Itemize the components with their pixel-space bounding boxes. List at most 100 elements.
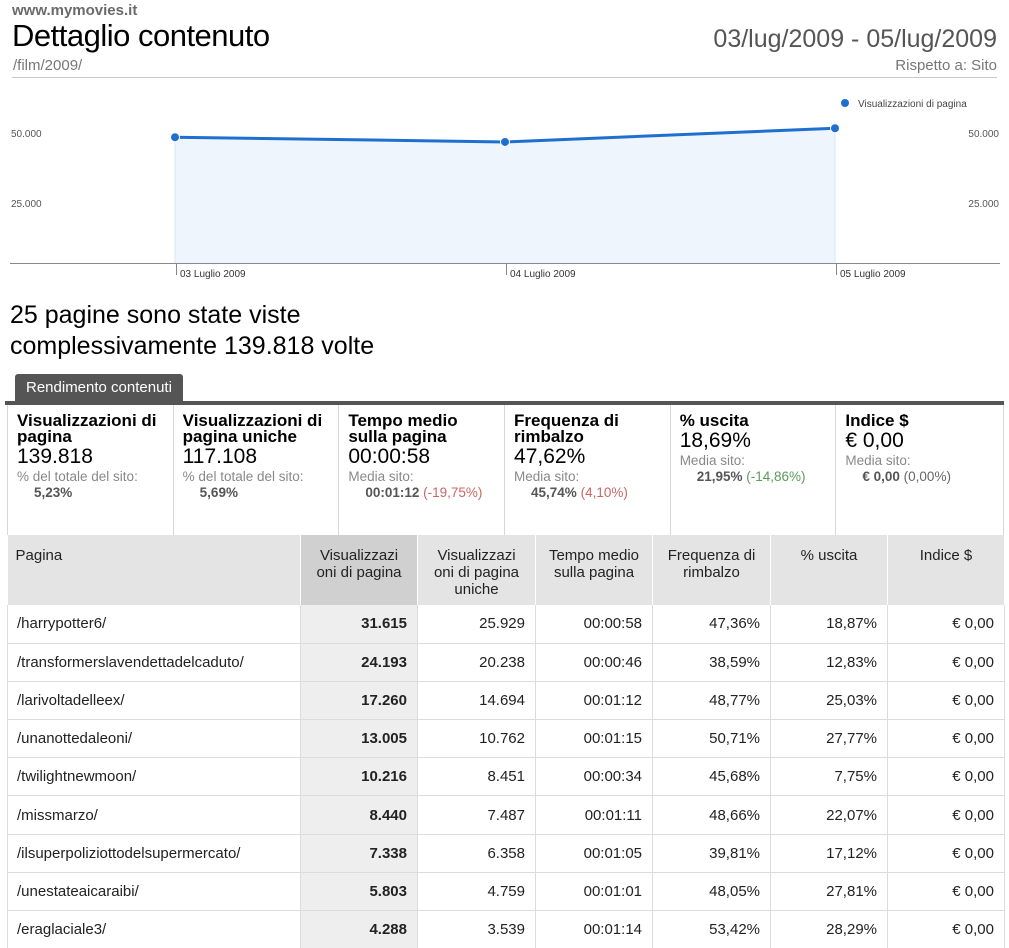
metric-value: 117.108 [182,445,258,468]
col-pageviews-cell: 8.440 [300,795,418,835]
y-tick-label-left: 50.000 [11,129,42,140]
table-row: /missmarzo/8.440 7.487 00:01:11 48,66% 22,07… [7,795,1005,835]
page-link[interactable]: /twilightnewmoon/ [7,757,301,797]
col-unique-pageviews-cell: 7.487 [417,795,536,835]
metric-value: 00:00:58 [348,445,431,468]
data-point [500,136,510,147]
col-pagina-header[interactable]: Pagina [7,535,301,605]
metric-value: € 0,00 [845,429,904,452]
metric-delta: (0,00%) [903,469,951,484]
metric-delta: (-19,75%) [423,485,483,500]
col-unique-pageviews-header[interactable]: Visualizzazi oni di pagina uniche [417,535,536,605]
table-row: /ilsuperpoliziottodelsupermercato/7.338 6… [7,834,1005,873]
metric-sub-value: 5,23% [17,485,165,501]
tab-rendimento-contenuti[interactable]: Rendimento contenuti [15,374,183,402]
col-unique-pageviews-cell: 10.762 [417,719,536,759]
pageviews-chart: 50.000 50.000 25.000 25.000 03 Luglio 2009 04… [10,99,1000,280]
col-index-cell: € 0,00 [887,834,1005,873]
col-index-cell: € 0,00 [887,605,1005,644]
page-link[interactable]: /missmarzo/ [7,795,301,835]
col-index-header[interactable]: Indice $ [887,535,1005,605]
metric-sub-value: 5,69% [183,485,331,501]
table-row: /twilightnewmoon/10.216 8.451 00:00:34 45,6… [7,757,1005,797]
col-bounce-rate-cell: 39,81% [652,834,771,873]
col-exit-cell: 17,12% [770,834,888,873]
metric-label: % uscita [679,411,749,430]
page-link[interactable]: /unanottedaleoni/ [7,719,301,759]
col-exit-header[interactable]: % uscita [770,535,888,605]
col-avg-time-cell: 00:01:01 [535,872,653,912]
metric-sub-label: % del totale del sito: [182,469,304,484]
metric-pageviews: Visualizzazioni di pagina 139.818% del to… [8,405,174,535]
col-bounce-rate-cell: 48,05% [652,872,771,912]
col-unique-pageviews-cell: 6.358 [417,834,536,873]
metric-value: 47,62% [514,445,586,468]
y-tick-label-left: 25.000 [11,199,42,210]
col-unique-pageviews-cell: 8.451 [417,757,536,797]
page-link[interactable]: /larivoltadelleex/ [7,681,301,721]
page-link[interactable]: /unestateaicaraibi/ [7,872,301,912]
col-pageviews-cell: 4.288 [300,910,418,948]
legend-marker [841,99,849,107]
col-avg-time-cell: 00:01:14 [535,910,653,948]
summary-line-2: complessivamente 139.818 volte [10,332,375,360]
col-unique-pageviews-cell: 20.238 [417,643,536,682]
tab-bar [5,401,1004,405]
col-bounce-rate-header[interactable]: Frequenza di rimbalzo [652,535,771,605]
col-pageviews-cell: 31.615 [300,605,418,644]
col-unique-pageviews-cell: 14.694 [417,681,536,721]
col-pageviews-cell: 24.193 [300,643,418,682]
data-point [170,132,180,143]
metric-label: Visualizzazioni di pagina uniche [182,411,323,446]
summary-line-1: 25 pagine sono state viste [10,301,301,329]
y-tick-label-right: 25.000 [968,199,999,210]
date-range[interactable]: 03/lug/2009 - 05/lug/2009 [713,25,997,53]
metric-bounce-rate: Frequenza di rimbalzo 47,62% Media sito: 45… [505,405,671,535]
col-pageviews-header[interactable]: Visualizzazi oni di pagina [300,535,418,605]
metric-site-value: 5,69% [199,485,238,500]
header-divider [12,77,997,78]
col-unique-pageviews-cell: 25.929 [417,605,536,644]
y-tick-label-right: 50.000 [968,129,999,140]
page-link[interactable]: /eraglaciale3/ [7,910,301,948]
table-row: /transformerslavendettadelcaduto/24.193 2… [7,643,1005,682]
site-url: www.mymovies.it [12,2,138,19]
col-index-cell: € 0,00 [887,643,1005,682]
col-unique-pageviews-cell: 4.759 [417,872,536,912]
metric-delta: (-14,86%) [746,469,806,484]
metric-value: 139.818 [17,445,93,468]
col-exit-cell: 12,83% [770,643,888,682]
summary-text: 25 pagine sono state viste complessivame… [10,300,374,362]
table-row: /eraglaciale3/4.288 3.539 00:01:14 53,42% 28… [7,910,1005,948]
metric-sub-label: Media sito: [679,453,745,468]
page-link[interactable]: /harrypotter6/ [7,605,301,644]
metric-label: Visualizzazioni di pagina [17,411,157,446]
col-index-cell: € 0,00 [887,795,1005,835]
page-link[interactable]: /ilsuperpoliziottodelsupermercato/ [7,834,301,873]
metric-value: 18,69% [679,429,751,452]
table-row: /harrypotter6/31.615 25.929 00:00:58 47,36%… [7,605,1005,644]
col-avg-time-header[interactable]: Tempo medio sulla pagina [535,535,653,605]
page-title: Dettaglio contenuto [12,18,270,53]
col-bounce-rate-cell: 48,66% [652,795,771,835]
col-index-cell: € 0,00 [887,872,1005,912]
metric-sub-value: 21,95% (-14,86%) [680,469,828,485]
col-avg-time-cell: 00:01:12 [535,681,653,721]
col-avg-time-cell: 00:01:15 [535,719,653,759]
metric-sub-label: Media sito: [845,453,911,468]
col-bounce-rate-cell: 45,68% [652,757,771,797]
page-link[interactable]: /transformerslavendettadelcaduto/ [7,643,301,682]
col-pageviews-cell: 13.005 [300,719,418,759]
x-tick-label: 03 Luglio 2009 [180,269,246,280]
metrics-panel: Visualizzazioni di pagina 139.818% del to… [7,405,1004,535]
col-index-cell: € 0,00 [887,681,1005,721]
metric-sub-label: % del totale del sito: [17,469,138,484]
metric-label: Tempo medio sulla pagina [348,411,458,446]
metric-label: Indice $ [845,411,909,430]
col-index-cell: € 0,00 [887,757,1005,797]
col-avg-time-cell: 00:00:58 [535,605,653,644]
col-exit-cell: 18,87% [770,605,888,644]
col-exit-cell: 27,81% [770,872,888,912]
col-bounce-rate-cell: 47,36% [652,605,771,644]
col-avg-time-cell: 00:01:05 [535,834,653,873]
